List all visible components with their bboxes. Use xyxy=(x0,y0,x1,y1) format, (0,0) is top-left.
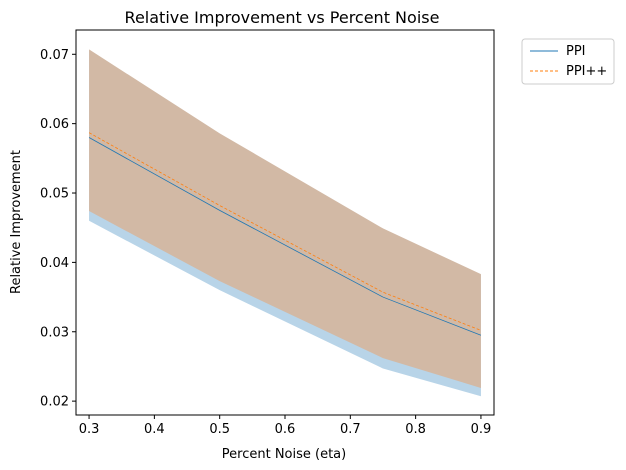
confidence-band-ppi-plus-plus xyxy=(89,49,481,388)
series-lines xyxy=(88,132,482,336)
legend-label-ppi: PPI xyxy=(566,44,586,59)
y-tick-label: 0.05 xyxy=(40,187,69,202)
y-tick-label: 0.07 xyxy=(40,48,69,63)
confidence-bands xyxy=(89,49,481,397)
y-tick-label: 0.06 xyxy=(40,117,69,132)
y-axis-label: Relative Improvement xyxy=(9,150,24,294)
x-axis: 0.3 0.4 0.5 0.6 0.7 0.8 0.9 xyxy=(79,415,492,437)
series-line-ppi-plus-plus xyxy=(88,132,482,331)
x-tick-label: 0.3 xyxy=(79,422,100,437)
x-tick-label: 0.4 xyxy=(144,422,165,437)
chart-title: Relative Improvement vs Percent Noise xyxy=(125,8,440,27)
y-tick-label: 0.02 xyxy=(40,395,69,410)
legend-label-ppi-plus-plus: PPI++ xyxy=(566,64,607,79)
x-tick-label: 0.5 xyxy=(209,422,230,437)
x-tick-label: 0.9 xyxy=(471,422,492,437)
legend-frame xyxy=(521,38,615,85)
y-tick-label: 0.04 xyxy=(40,256,69,271)
series-line-ppi xyxy=(88,137,482,336)
x-tick-label: 0.8 xyxy=(405,422,426,437)
y-tick-label: 0.03 xyxy=(40,325,69,340)
legend: PPI PPI++ xyxy=(521,38,615,85)
y-axis: 0.02 0.03 0.04 0.05 0.06 0.07 xyxy=(40,48,76,410)
x-axis-label: Percent Noise (eta) xyxy=(222,447,346,462)
x-tick-label: 0.7 xyxy=(340,422,361,437)
x-tick-label: 0.6 xyxy=(275,422,296,437)
